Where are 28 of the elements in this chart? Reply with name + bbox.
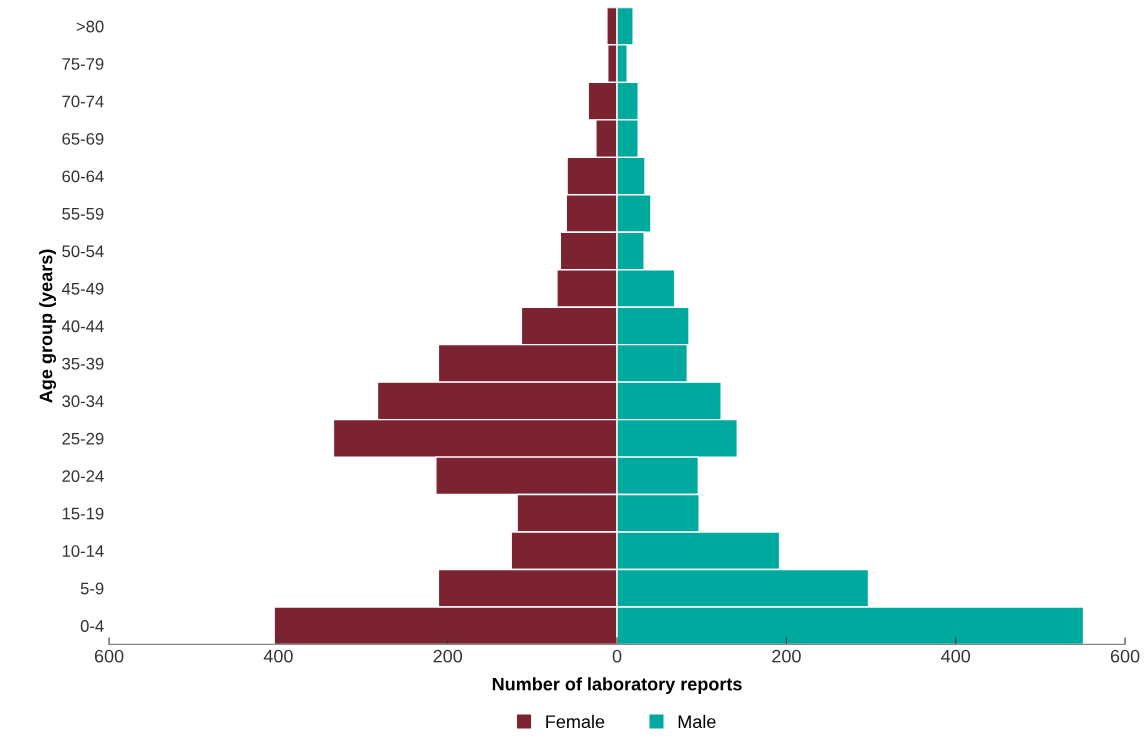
x-tick-label: 200 [772,649,801,663]
x-tick-label: 400 [941,649,971,663]
x-tick-label: 600 [94,649,124,663]
y-tick-label: 75-79 [62,58,104,70]
y-tick-label: 65-69 [62,132,104,145]
y-tick-label: 45-49 [61,282,104,295]
y-tick-label: 10-14 [62,545,104,557]
y-tick-label: 25-29 [62,432,104,445]
y-tick-label: 40-44 [61,320,104,333]
legend-label: Female [546,714,605,729]
y-tick-label: 60-64 [62,170,104,183]
y-tick-label: 50-54 [62,245,104,258]
x-axis-title: Number of laboratory reports [492,677,742,695]
y-tick-label: 5-9 [80,582,104,595]
y-tick-label: 15-19 [62,507,104,520]
y-axis-title: Age group (years) [39,249,57,403]
y-tick-label: 55-59 [62,207,104,220]
y-tick-label: 35-39 [62,357,104,370]
y-tick-label: >80 [76,20,104,33]
x-tick-label: 200 [433,649,463,663]
x-tick-label: 600 [1110,649,1140,663]
x-tick-label: 400 [263,649,293,663]
y-tick-label: 0-4 [80,620,104,632]
y-tick-label: 20-24 [62,470,104,483]
y-tick-label: 70-74 [62,95,104,108]
legend-label: Male [678,714,716,729]
y-tick-label: 30-34 [62,395,104,408]
x-tick-label: 0 [612,649,622,663]
